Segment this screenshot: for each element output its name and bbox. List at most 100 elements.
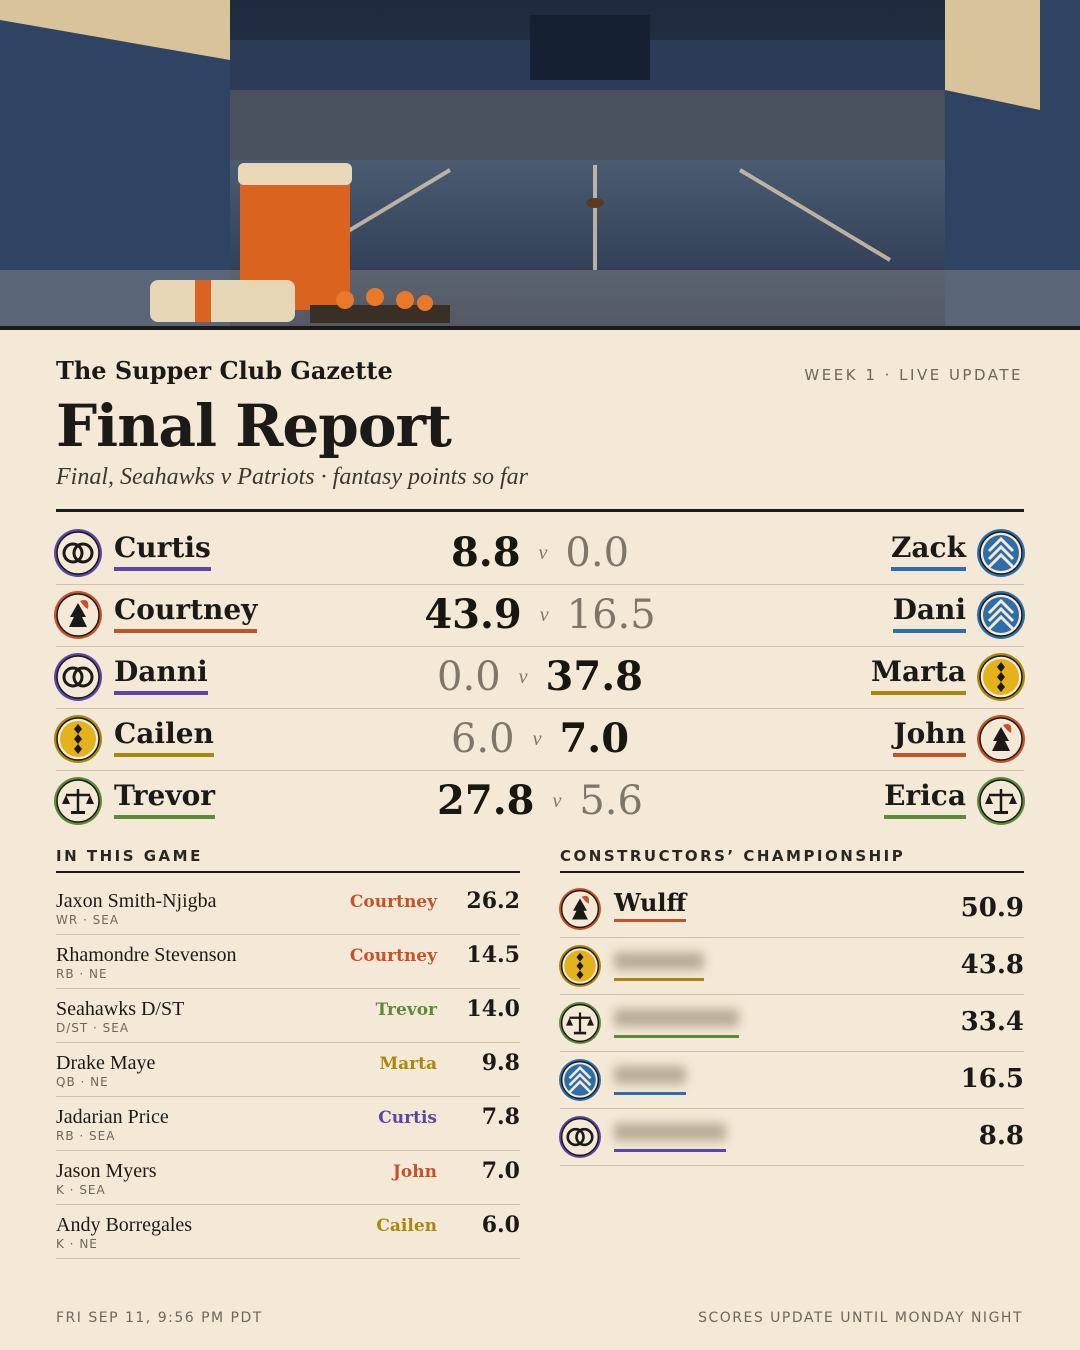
row-separator [56, 1096, 520, 1097]
team-icon [977, 591, 1025, 639]
owner-name: Marta [379, 1054, 437, 1074]
manager-name: Curtis [114, 531, 211, 571]
manager-name: John [893, 717, 966, 757]
score-line: 8.8 v 0.0 [340, 528, 740, 578]
row-separator [560, 1051, 1024, 1052]
constructor-name: Wulff [614, 889, 687, 922]
manager-name: Zack [890, 531, 966, 571]
owner-name: John [392, 1162, 437, 1182]
section-heading: CONSTRUCTORS’ CHAMPIONSHIP [560, 847, 906, 865]
team-icon [559, 1116, 601, 1158]
row-separator [560, 937, 1024, 938]
constructor-points: 43.8 [960, 950, 1024, 980]
owner-name: Curtis [378, 1108, 437, 1128]
team-icon [977, 715, 1025, 763]
score: 5.6 [579, 778, 643, 824]
score-line: 0.0 v 37.8 [340, 652, 740, 702]
score: 0.0 [565, 530, 630, 576]
row-separator [56, 770, 1024, 771]
footer-note: SCORES UPDATE UNTIL MONDAY NIGHT [698, 1310, 1023, 1326]
score-line: 6.0 v 7.0 [340, 714, 740, 764]
player-position: QB · NE [56, 1075, 109, 1089]
player-name: Rhamondre Stevenson [56, 944, 237, 966]
row-separator [560, 994, 1024, 995]
blurred-name [614, 1009, 739, 1027]
manager-name: Trevor [114, 779, 216, 819]
constructor-points: 16.5 [960, 1064, 1024, 1094]
versus: v [552, 790, 562, 812]
score-line: 27.8 v 5.6 [340, 776, 740, 826]
player-name: Jaxon Smith-Njigba [56, 890, 217, 912]
player-points: 14.0 [466, 996, 520, 1022]
team-icon [54, 653, 102, 701]
player-points: 26.2 [466, 888, 520, 914]
owner-name: Courtney [349, 892, 437, 912]
score: 16.5 [566, 592, 656, 638]
blurred-name [614, 1123, 726, 1141]
player-position: D/ST · SEA [56, 1021, 130, 1035]
team-icon [977, 777, 1025, 825]
player-position: K · SEA [56, 1183, 106, 1197]
versus: v [532, 728, 542, 750]
owner-name: Courtney [349, 946, 437, 966]
player-name: Drake Maye [56, 1052, 156, 1074]
constructor-points: 33.4 [960, 1007, 1024, 1037]
row-separator [56, 988, 520, 989]
score: 43.9 [424, 591, 522, 638]
player-points: 6.0 [481, 1212, 520, 1238]
score: 7.0 [559, 715, 630, 762]
row-separator [560, 1108, 1024, 1109]
manager-name: Cailen [114, 717, 214, 757]
score-line: 43.9 v 16.5 [340, 590, 740, 640]
score: 6.0 [450, 716, 515, 762]
score: 27.8 [437, 777, 535, 824]
manager-name: Danni [114, 655, 208, 695]
player-name: Jason Myers [56, 1160, 157, 1182]
manager-name: Erica [884, 779, 966, 819]
name-underline [614, 1149, 726, 1152]
team-icon [977, 529, 1025, 577]
team-icon [54, 529, 102, 577]
player-position: WR · SEA [56, 913, 120, 927]
manager-name: Courtney [114, 593, 258, 633]
team-icon [559, 888, 601, 930]
player-position: RB · NE [56, 967, 108, 981]
row-separator [56, 646, 1024, 647]
name-underline [614, 1035, 739, 1038]
row-separator [56, 708, 1024, 709]
team-icon [54, 591, 102, 639]
manager-name: Dani [892, 593, 966, 633]
row-separator [56, 1204, 520, 1205]
player-name: Seahawks D/ST [56, 998, 185, 1020]
team-icon [559, 1059, 601, 1101]
versus: v [518, 666, 528, 688]
row-separator [56, 1150, 520, 1151]
constructor-points: 8.8 [978, 1121, 1024, 1151]
owner-name: Cailen [376, 1216, 437, 1236]
publication: The Supper Club Gazette [56, 356, 393, 385]
manager-name: Marta [871, 655, 966, 695]
row-separator [56, 1042, 520, 1043]
team-icon [54, 715, 102, 763]
player-points: 7.0 [481, 1158, 520, 1184]
versus: v [539, 604, 549, 626]
player-points: 7.8 [481, 1104, 520, 1130]
subtitle: Final, Seahawks v Patriots · fantasy poi… [56, 464, 528, 490]
blurred-name [614, 1066, 686, 1084]
blurred-name [614, 952, 704, 970]
name-underline [614, 978, 704, 981]
rule [560, 871, 1024, 873]
rule [56, 871, 520, 873]
name-underline [614, 1092, 686, 1095]
week-label: WEEK 1 · LIVE UPDATE [804, 366, 1023, 384]
row-separator [56, 1258, 520, 1259]
row-separator [56, 584, 1024, 585]
player-points: 9.8 [481, 1050, 520, 1076]
owner-name: Trevor [375, 1000, 437, 1020]
rule [56, 509, 1024, 512]
team-icon [54, 777, 102, 825]
team-icon [977, 653, 1025, 701]
team-icon [559, 945, 601, 987]
player-points: 14.5 [466, 942, 520, 968]
player-position: RB · SEA [56, 1129, 116, 1143]
